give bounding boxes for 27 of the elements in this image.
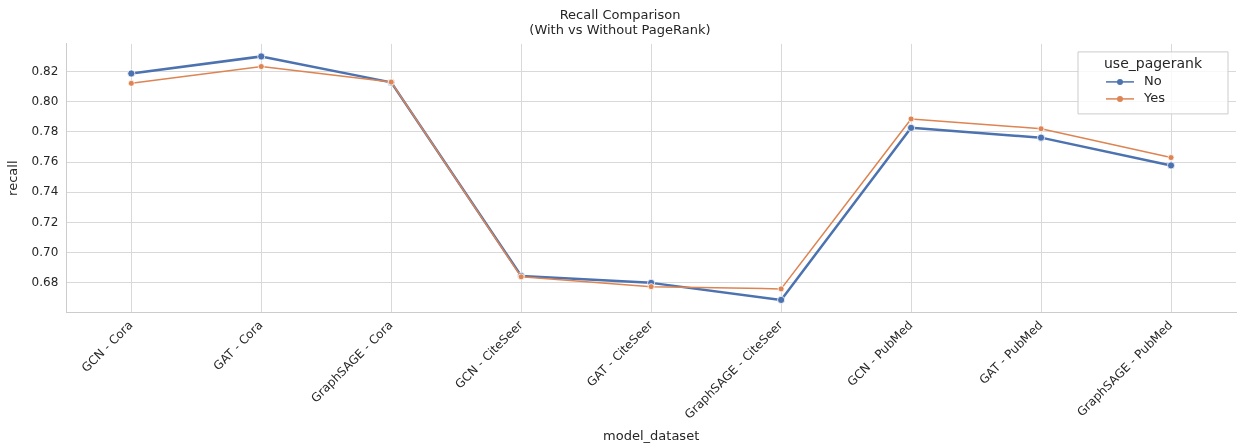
y-tick-label: 0.72: [31, 214, 59, 229]
y-tick-label: 0.74: [31, 184, 59, 199]
y-tick-label: 0.70: [31, 244, 59, 259]
y-axis-title: recall: [5, 160, 21, 196]
point: [777, 285, 785, 293]
point: [257, 52, 266, 61]
y-tick-label: 0.76: [31, 154, 59, 169]
y-tick-label: 0.68: [31, 274, 59, 289]
legend-title: use_pagerank: [1103, 54, 1203, 71]
legend-label: No: [1144, 73, 1162, 89]
point: [257, 63, 265, 70]
legend-label: Yes: [1143, 90, 1166, 106]
y-tick-label: 0.82: [31, 63, 59, 78]
point: [127, 79, 135, 87]
point: [1037, 125, 1045, 133]
point: [907, 115, 915, 123]
point: [127, 69, 136, 78]
x-axis-title: model_dataset: [603, 427, 700, 443]
y-tick-label: 0.80: [31, 93, 59, 108]
chart-title: Recall Comparison (With vs Without PageRank): [529, 6, 711, 37]
point: [1167, 161, 1176, 170]
point: [1167, 154, 1175, 161]
point: [1037, 133, 1046, 142]
point: [647, 283, 655, 291]
point: [777, 295, 786, 304]
point: [907, 123, 916, 132]
y-tick-label: 0.78: [31, 124, 59, 139]
